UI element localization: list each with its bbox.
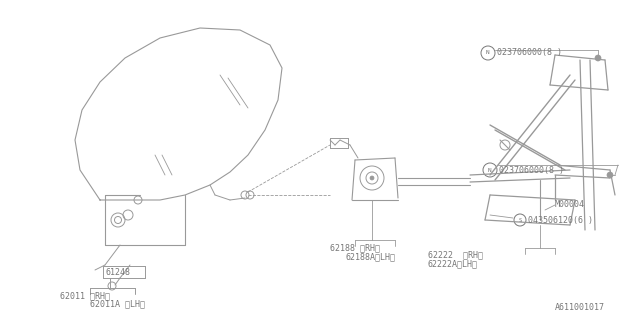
Circle shape <box>595 55 601 61</box>
Text: 043506120(6 ): 043506120(6 ) <box>528 215 593 225</box>
Text: 62188A〈LH〉: 62188A〈LH〉 <box>345 252 395 261</box>
Circle shape <box>607 172 613 178</box>
Text: 023706000(8 ): 023706000(8 ) <box>497 49 562 58</box>
Text: M00004: M00004 <box>555 200 585 209</box>
Text: 62222A〈LH〉: 62222A〈LH〉 <box>428 259 478 268</box>
Text: 62011A 〈LH〉: 62011A 〈LH〉 <box>90 299 145 308</box>
Text: N: N <box>488 167 492 172</box>
Text: N: N <box>486 51 490 55</box>
Text: 61248: 61248 <box>105 268 130 277</box>
Text: A611001017: A611001017 <box>555 303 605 313</box>
Text: 62188 〈RH〉: 62188 〈RH〉 <box>330 243 380 252</box>
Text: 62011 〈RH〉: 62011 〈RH〉 <box>60 291 110 300</box>
Text: S: S <box>518 218 522 222</box>
Circle shape <box>370 176 374 180</box>
Text: 023706000(8 ): 023706000(8 ) <box>499 165 564 174</box>
Text: 62222  〈RH〉: 62222 〈RH〉 <box>428 250 483 259</box>
